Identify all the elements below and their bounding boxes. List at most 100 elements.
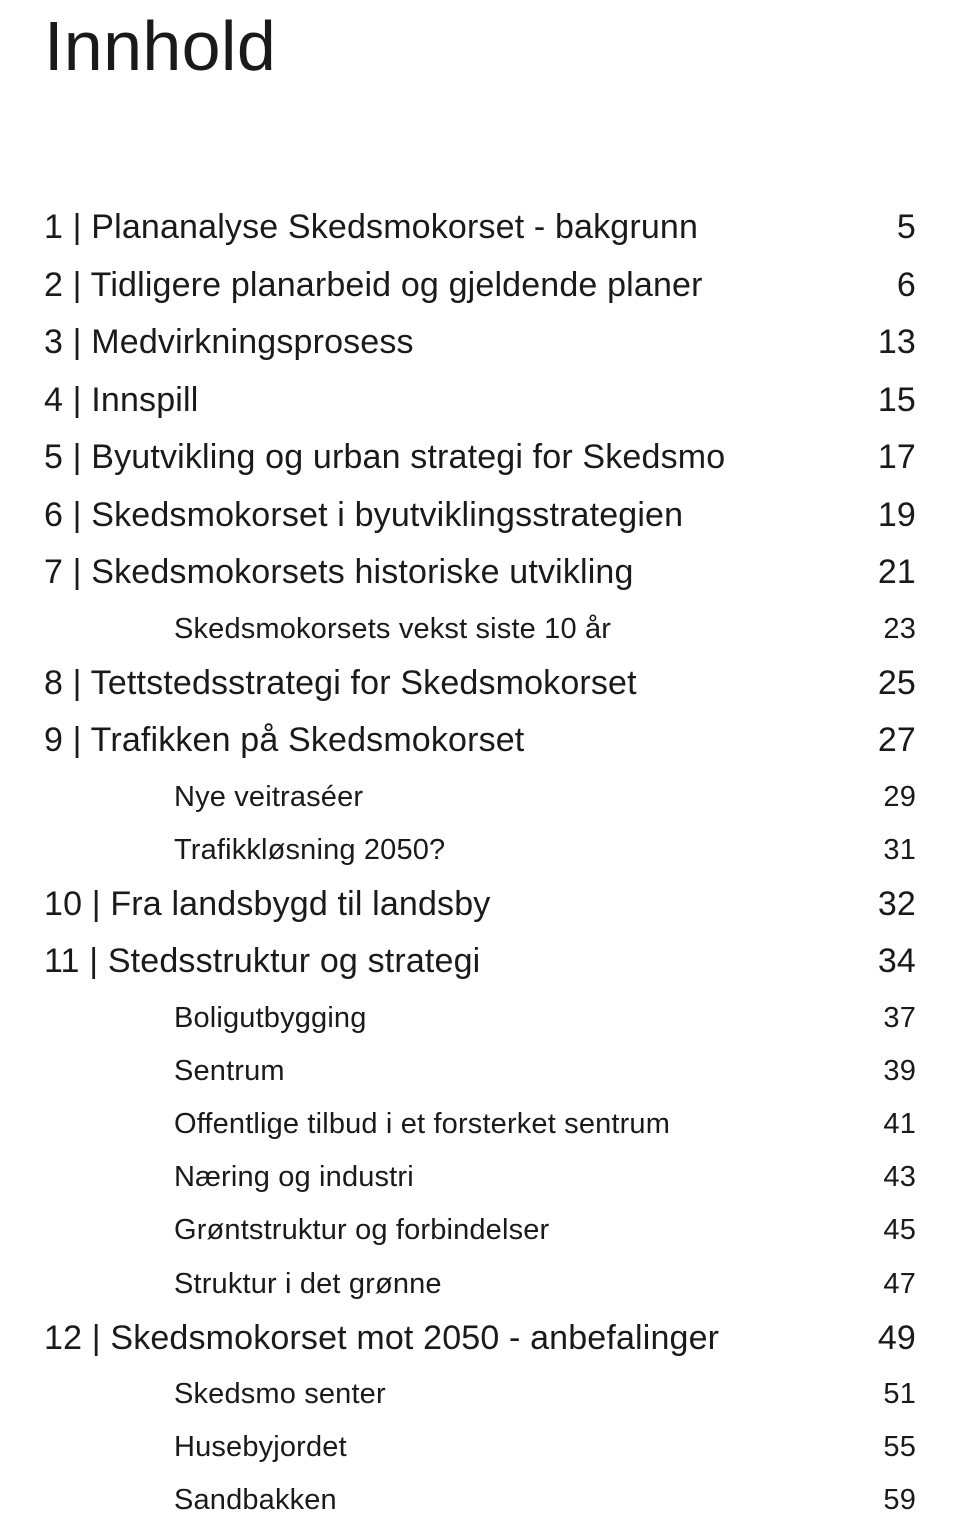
toc-entry-page: 59	[856, 1482, 916, 1519]
toc-entry-label: 9 | Trafikken på Skedsmokorset	[44, 719, 856, 763]
toc-entry-text: Sentrum	[174, 1055, 285, 1087]
toc-entry-page: 41	[856, 1106, 916, 1143]
toc-entry-label: Næring og industri	[44, 1159, 856, 1196]
toc-entry-label: 12 | Skedsmokorset mot 2050 - anbefaling…	[44, 1317, 856, 1361]
toc-entry-page: 29	[856, 779, 916, 816]
toc-entry-number: 2	[44, 266, 63, 304]
toc-entry-page: 43	[856, 1159, 916, 1196]
toc-entry-number: 7	[44, 553, 63, 591]
toc-entry-label: 8 | Tettstedsstrategi for Skedsmokorset	[44, 662, 856, 706]
toc-entry-page: 6	[856, 264, 916, 308]
toc-entry-number: 4	[44, 381, 63, 419]
toc-main-entry: 8 | Tettstedsstrategi for Skedsmokorset2…	[44, 662, 916, 706]
toc-entry-label: Sentrum	[44, 1053, 856, 1090]
toc-entry-page: 21	[856, 551, 916, 595]
toc-entry-label: Husebyjordet	[44, 1429, 856, 1466]
toc-entry-page: 23	[856, 611, 916, 648]
toc-entry-text: Husebyjordet	[174, 1431, 347, 1463]
toc-entry-page: 32	[856, 883, 916, 927]
toc-sub-entry: Skedsmo senter 51	[44, 1376, 916, 1413]
toc-main-entry: 6 | Skedsmokorset i byutviklingsstrategi…	[44, 494, 916, 538]
toc-entry-label: Boligutbygging	[44, 1000, 856, 1037]
toc-list: 1 | Plananalyse Skedsmokorset - bakgrunn…	[44, 206, 916, 1520]
toc-main-entry: 7 | Skedsmokorsets historiske utvikling2…	[44, 551, 916, 595]
toc-entry-label: Grøntstruktur og forbindelser	[44, 1212, 856, 1249]
toc-main-entry: 4 | Innspill15	[44, 379, 916, 423]
toc-entry-text: Stedsstruktur og strategi	[108, 942, 481, 980]
toc-entry-number: 11	[44, 942, 80, 980]
toc-entry-text: Offentlige tilbud i et forsterket sentru…	[174, 1108, 670, 1140]
toc-sub-entry: Sentrum39	[44, 1053, 916, 1090]
toc-entry-text: Medvirkningsprosess	[91, 323, 413, 361]
toc-entry-text: Innspill	[91, 381, 198, 419]
toc-main-entry: 5 | Byutvikling og urban strategi for Sk…	[44, 436, 916, 480]
toc-entry-number: 1	[44, 208, 63, 246]
toc-entry-number: 3	[44, 323, 63, 361]
toc-entry-page: 51	[856, 1376, 916, 1413]
toc-sub-entry: Trafikkløsning 2050? 31	[44, 832, 916, 869]
toc-main-entry: 9 | Trafikken på Skedsmokorset27	[44, 719, 916, 763]
toc-entry-label: Trafikkløsning 2050?	[44, 832, 856, 869]
toc-entry-label: 6 | Skedsmokorset i byutviklingsstrategi…	[44, 494, 856, 538]
toc-entry-number: 9	[44, 721, 63, 759]
toc-entry-page: 49	[856, 1317, 916, 1361]
toc-entry-label: Skedsmokorsets vekst siste 10 år	[44, 611, 856, 648]
toc-sub-entry: Offentlige tilbud i et forsterket sentru…	[44, 1106, 916, 1143]
toc-entry-label: 7 | Skedsmokorsets historiske utvikling	[44, 551, 856, 595]
toc-entry-text: Skedsmokorsets vekst siste 10 år	[174, 613, 611, 645]
toc-entry-number: 10	[44, 885, 82, 923]
toc-entry-text: Tidligere planarbeid og gjeldende planer	[91, 266, 703, 304]
toc-main-entry: 10 | Fra landsbygd til landsby32	[44, 883, 916, 927]
toc-sub-entry: Grøntstruktur og forbindelser45	[44, 1212, 916, 1249]
toc-entry-text: Trafikken på Skedsmokorset	[91, 721, 525, 759]
toc-sub-entry: Nye veitraséer 29	[44, 779, 916, 816]
toc-sub-entry: Næring og industri 43	[44, 1159, 916, 1196]
toc-entry-text: Skedsmo senter	[174, 1378, 386, 1410]
toc-entry-text: Plananalyse Skedsmokorset - bakgrunn	[91, 208, 698, 246]
toc-entry-page: 19	[856, 494, 916, 538]
toc-entry-text: Skedsmokorset i byutviklingsstrategien	[91, 496, 683, 534]
toc-main-entry: 11 | Stedsstruktur og strategi34	[44, 940, 916, 984]
toc-entry-label: 5 | Byutvikling og urban strategi for Sk…	[44, 436, 856, 480]
toc-entry-page: 17	[856, 436, 916, 480]
page-title: Innhold	[44, 0, 916, 86]
toc-entry-text: Struktur i det grønne	[174, 1268, 442, 1300]
toc-entry-page: 47	[856, 1266, 916, 1303]
toc-sub-entry: Skedsmokorsets vekst siste 10 år 23	[44, 611, 916, 648]
toc-entry-number: 8	[44, 664, 63, 702]
toc-entry-text: Byutvikling og urban strategi for Skedsm…	[91, 438, 725, 476]
toc-entry-text: Næring og industri	[174, 1161, 414, 1193]
toc-entry-text: Trafikkløsning 2050?	[174, 834, 445, 866]
toc-sub-entry: Husebyjordet 55	[44, 1429, 916, 1466]
toc-entry-text: Boligutbygging	[174, 1002, 367, 1034]
toc-entry-page: 31	[856, 832, 916, 869]
toc-entry-label: 3 | Medvirkningsprosess	[44, 321, 856, 365]
toc-entry-label: 4 | Innspill	[44, 379, 856, 423]
toc-sub-entry: Sandbakken 59	[44, 1482, 916, 1519]
toc-entry-label: 11 | Stedsstruktur og strategi	[44, 940, 856, 984]
toc-entry-page: 34	[856, 940, 916, 984]
toc-entry-page: 37	[856, 1000, 916, 1037]
toc-entry-label: 1 | Plananalyse Skedsmokorset - bakgrunn	[44, 206, 856, 250]
toc-entry-label: Skedsmo senter	[44, 1376, 856, 1413]
toc-entry-text: Skedsmokorset mot 2050 - anbefalinger	[110, 1319, 719, 1357]
toc-entry-label: Offentlige tilbud i et forsterket sentru…	[44, 1106, 856, 1143]
toc-entry-text: Grøntstruktur og forbindelser	[174, 1214, 549, 1246]
toc-entry-label: 10 | Fra landsbygd til landsby	[44, 883, 856, 927]
toc-sub-entry: Boligutbygging 37	[44, 1000, 916, 1037]
toc-entry-number: 5	[44, 438, 63, 476]
toc-entry-page: 15	[856, 379, 916, 423]
toc-entry-text: Skedsmokorsets historiske utvikling	[91, 553, 633, 591]
toc-entry-number: 6	[44, 496, 63, 534]
toc-sub-entry: Struktur i det grønne 47	[44, 1266, 916, 1303]
toc-entry-text: Sandbakken	[174, 1484, 337, 1516]
toc-entry-page: 55	[856, 1429, 916, 1466]
toc-entry-label: 2 | Tidligere planarbeid og gjeldende pl…	[44, 264, 856, 308]
toc-entry-page: 27	[856, 719, 916, 763]
toc-main-entry: 2 | Tidligere planarbeid og gjeldende pl…	[44, 264, 916, 308]
toc-entry-page: 5	[856, 206, 916, 250]
toc-entry-page: 13	[856, 321, 916, 365]
toc-entry-text: Fra landsbygd til landsby	[110, 885, 490, 923]
toc-entry-text: Nye veitraséer	[174, 781, 363, 813]
toc-main-entry: 12 | Skedsmokorset mot 2050 - anbefaling…	[44, 1317, 916, 1361]
